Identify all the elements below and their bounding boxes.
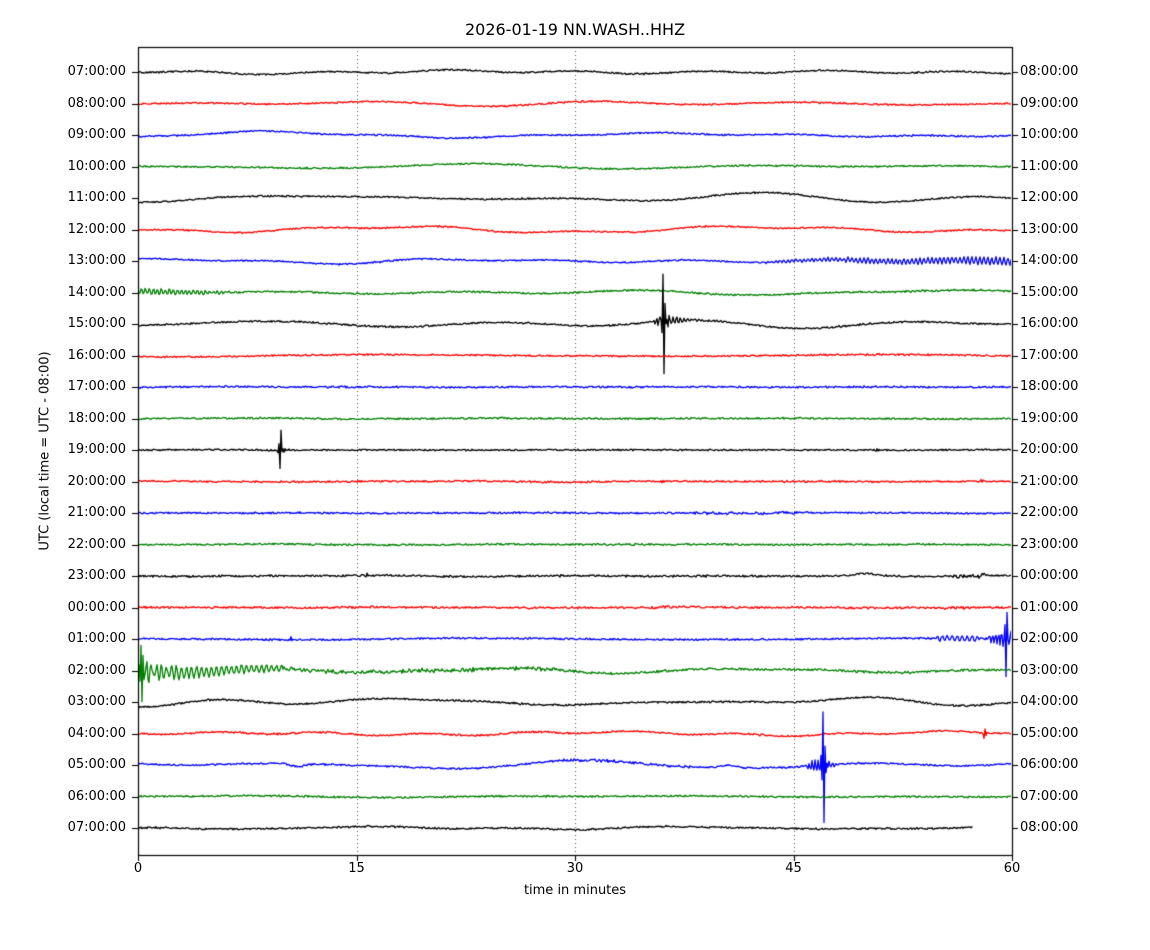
- row-end-time: 09:00:00: [1020, 95, 1079, 111]
- row-start-time: 01:00:00: [67, 631, 126, 646]
- row-start-time: 05:00:00: [67, 757, 126, 772]
- x-tick-label: 45: [785, 861, 802, 876]
- row-start-time: 12:00:00: [67, 221, 126, 237]
- row-start-time: 00:00:00: [67, 599, 126, 615]
- row-end-time: 20:00:00: [1020, 442, 1079, 457]
- row-end-time: 05:00:00: [1020, 725, 1079, 741]
- row-start-time: 08:00:00: [67, 95, 126, 111]
- row-start-time: 18:00:00: [67, 410, 126, 426]
- row-end-time: 06:00:00: [1020, 757, 1079, 772]
- row-start-time: 07:00:00: [67, 820, 126, 835]
- row-start-time: 23:00:00: [67, 568, 126, 583]
- row-start-time: 14:00:00: [67, 284, 126, 300]
- row-end-time: 10:00:00: [1020, 127, 1079, 142]
- row-end-time: 17:00:00: [1020, 347, 1079, 363]
- row-end-time: 11:00:00: [1020, 158, 1079, 174]
- row-end-time: 15:00:00: [1020, 284, 1079, 300]
- row-end-time: 07:00:00: [1020, 788, 1079, 804]
- row-end-time: 21:00:00: [1020, 473, 1079, 489]
- row-end-time: 22:00:00: [1020, 505, 1079, 520]
- row-start-time: 15:00:00: [67, 316, 126, 331]
- row-start-time: 17:00:00: [67, 379, 126, 394]
- row-end-time: 12:00:00: [1020, 190, 1079, 205]
- row-end-time: 13:00:00: [1020, 221, 1079, 237]
- row-end-time: 23:00:00: [1020, 536, 1079, 552]
- row-start-time: 02:00:00: [67, 662, 126, 678]
- x-tick-label: 60: [1003, 861, 1021, 876]
- row-end-time: 00:00:00: [1020, 568, 1079, 583]
- row-end-time: 04:00:00: [1020, 694, 1079, 709]
- row-end-time: 08:00:00: [1020, 820, 1079, 835]
- row-start-time: 21:00:00: [67, 505, 126, 520]
- row-start-time: 09:00:00: [67, 127, 126, 142]
- row-start-time: 10:00:00: [67, 158, 126, 174]
- row-start-time: 13:00:00: [67, 253, 126, 268]
- row-start-time: 06:00:00: [67, 788, 126, 804]
- row-end-time: 02:00:00: [1020, 631, 1079, 646]
- x-tick-label: 15: [348, 861, 365, 876]
- row-start-time: 20:00:00: [67, 473, 126, 489]
- row-start-time: 07:00:00: [67, 64, 126, 79]
- row-end-time: 03:00:00: [1020, 662, 1079, 678]
- x-tick-label: 0: [133, 861, 143, 876]
- row-end-time: 19:00:00: [1020, 410, 1079, 426]
- row-start-time: 19:00:00: [67, 442, 126, 457]
- row-end-time: 14:00:00: [1020, 253, 1079, 268]
- row-end-time: 08:00:00: [1020, 64, 1079, 79]
- row-start-time: 04:00:00: [67, 725, 126, 741]
- plot-title: 2026-01-19 NN.WASH..HHZ: [464, 20, 686, 39]
- row-end-time: 01:00:00: [1020, 599, 1079, 615]
- row-end-time: 18:00:00: [1020, 379, 1079, 394]
- x-axis-label: time in minutes: [523, 883, 627, 898]
- row-start-time: 16:00:00: [67, 347, 126, 363]
- row-start-time: 03:00:00: [67, 694, 126, 709]
- row-end-time: 16:00:00: [1020, 316, 1079, 331]
- row-start-time: 11:00:00: [67, 190, 126, 205]
- x-tick-label: 30: [566, 861, 584, 876]
- row-start-time: 22:00:00: [67, 536, 126, 552]
